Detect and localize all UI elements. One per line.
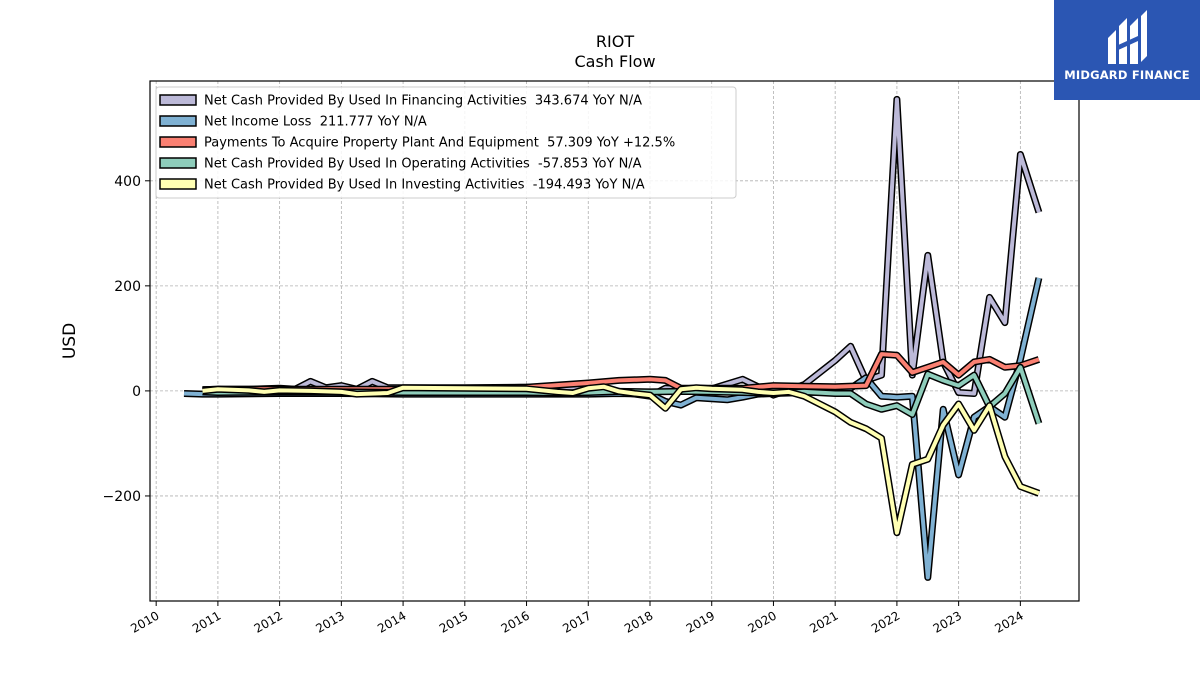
legend-box bbox=[155, 86, 737, 199]
x-tick-label: 2015 bbox=[437, 608, 470, 635]
x-tick-label: 2017 bbox=[560, 608, 593, 635]
x-tick-label: 2023 bbox=[931, 608, 964, 635]
series-line-4 bbox=[202, 384, 1040, 535]
legend-swatch bbox=[159, 157, 197, 169]
y-axis-label: USD bbox=[60, 323, 80, 359]
logo-text: MIDGARD FINANCE bbox=[1064, 68, 1190, 82]
logo-mark-icon bbox=[1108, 10, 1147, 64]
midgard-finance-logo: MIDGARD FINANCE bbox=[1054, 0, 1200, 100]
y-tick-label: 0 bbox=[132, 384, 141, 400]
x-tick-label: 2020 bbox=[745, 608, 778, 635]
x-tick-label: 2018 bbox=[622, 608, 655, 635]
x-axis-ticks: 2010 2011 2012 2013 2014 2015 2016 2017 2018 2019… bbox=[128, 601, 1026, 636]
x-tick-label: 2022 bbox=[869, 608, 902, 635]
legend-swatch bbox=[159, 136, 197, 148]
x-tick-label: 2012 bbox=[252, 608, 285, 635]
y-tick-label: −200 bbox=[103, 489, 141, 505]
legend-label: Net Cash Provided By Used In Operating A… bbox=[204, 157, 642, 172]
x-tick-label: 2011 bbox=[190, 608, 223, 635]
legend: Net Cash Provided By Used In Financing A… bbox=[155, 86, 737, 199]
x-tick-label: 2024 bbox=[992, 608, 1025, 635]
y-tick-label: 200 bbox=[114, 279, 141, 295]
legend-label: Net Cash Provided By Used In Investing A… bbox=[204, 178, 645, 193]
x-tick-label: 2010 bbox=[128, 608, 161, 635]
x-tick-label: 2019 bbox=[684, 608, 717, 635]
chart-subtitle: Cash Flow bbox=[574, 52, 655, 71]
chart-title: RIOT bbox=[596, 32, 634, 51]
legend-swatch bbox=[159, 178, 197, 190]
y-axis-ticks: −200 0 200 400 bbox=[103, 174, 150, 505]
legend-swatch bbox=[159, 94, 197, 106]
legend-label: Payments To Acquire Property Plant And E… bbox=[204, 136, 675, 151]
legend-label: Net Income Loss 211.777 YoY N/A bbox=[204, 115, 427, 130]
plot-frame bbox=[149, 80, 1080, 602]
series-lines bbox=[183, 95, 1043, 581]
legend-swatch bbox=[159, 115, 197, 127]
x-tick-label: 2013 bbox=[313, 608, 346, 635]
legend-label: Net Cash Provided By Used In Financing A… bbox=[204, 94, 642, 109]
x-tick-label: 2016 bbox=[499, 608, 532, 635]
x-tick-label: 2014 bbox=[375, 608, 408, 635]
y-tick-label: 400 bbox=[114, 174, 141, 190]
x-tick-label: 2021 bbox=[807, 608, 840, 635]
